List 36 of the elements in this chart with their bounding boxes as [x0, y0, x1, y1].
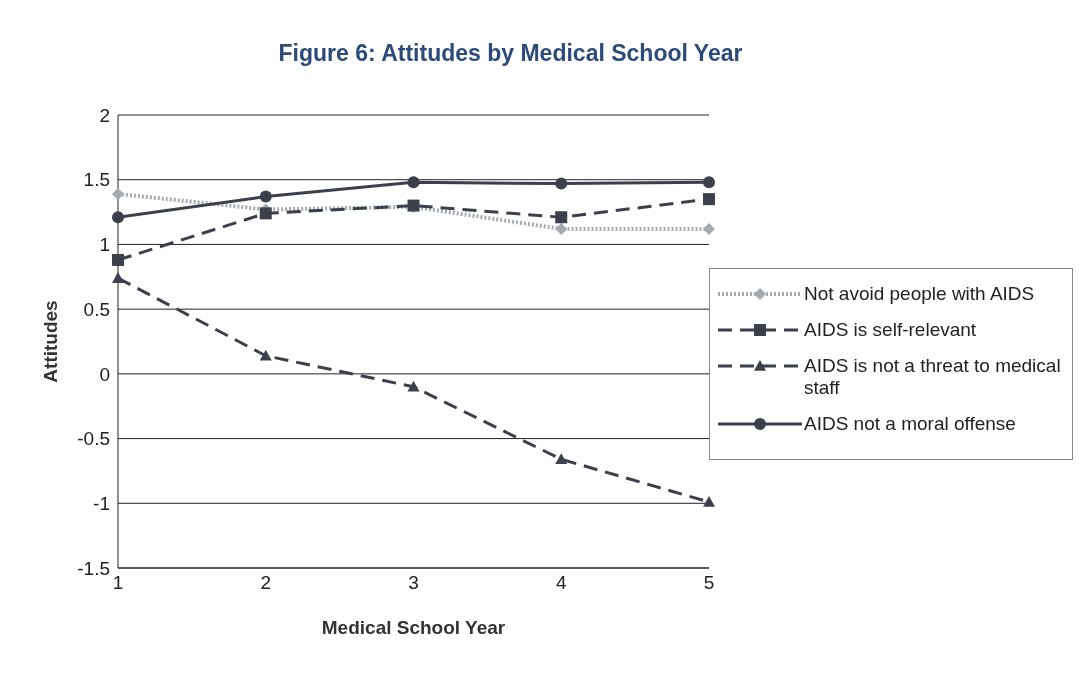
point — [555, 222, 568, 235]
y-tick-label: -1 — [93, 493, 110, 515]
legend-label: AIDS is self-relevant — [804, 319, 977, 341]
y-tick-label: 0 — [99, 363, 110, 385]
x-axis-title: Medical School Year — [321, 617, 506, 638]
point — [112, 272, 124, 283]
point — [703, 222, 715, 235]
y-tick-label: 2 — [99, 104, 110, 126]
y-tick-label: -1.5 — [77, 557, 110, 579]
y-tick-label: -0.5 — [77, 428, 110, 450]
y-tick-label: 0.5 — [83, 298, 110, 320]
x-tick-label: 5 — [703, 572, 715, 594]
point — [112, 253, 124, 266]
point — [259, 349, 272, 361]
y-tick-label: 1 — [99, 234, 110, 256]
x-tick-label: 3 — [408, 572, 419, 594]
x-tick-label: 2 — [260, 572, 272, 594]
point — [703, 495, 715, 507]
point — [112, 187, 124, 200]
legend-label: AIDS is not a threat to medical staff — [804, 355, 1062, 399]
point — [703, 193, 715, 206]
point — [555, 453, 568, 465]
y-tick-label: 1.5 — [83, 169, 110, 191]
chart-title: Figure 6: Attitudes by Medical School Year — [277, 39, 744, 68]
y-axis-title: Attitudes — [39, 300, 61, 383]
point — [703, 176, 715, 189]
point — [407, 380, 420, 392]
legend-label: Not avoid people with AIDS — [804, 283, 1035, 305]
x-tick-label: 4 — [555, 572, 567, 594]
point — [555, 211, 568, 224]
point — [555, 177, 568, 190]
point — [259, 207, 272, 220]
point — [259, 190, 272, 203]
point — [112, 211, 124, 224]
legend-label: AIDS not a moral offense — [804, 413, 1016, 435]
point — [407, 176, 420, 189]
